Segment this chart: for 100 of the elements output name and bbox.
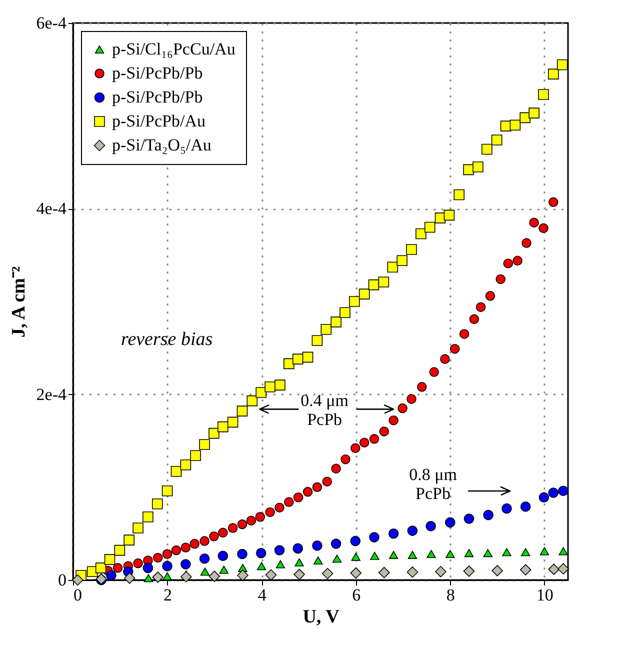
point	[548, 564, 560, 575]
point	[274, 545, 285, 556]
point	[132, 522, 144, 534]
point	[330, 538, 342, 549]
point	[483, 549, 492, 558]
point	[483, 510, 494, 520]
point	[492, 565, 503, 576]
y-tick-label: 0	[58, 570, 66, 590]
point	[180, 542, 191, 552]
point	[349, 296, 360, 307]
point	[200, 568, 210, 576]
point	[379, 426, 390, 436]
point	[199, 554, 210, 564]
point	[218, 421, 228, 432]
point	[246, 395, 258, 406]
point	[292, 354, 304, 364]
point	[396, 255, 408, 266]
point	[369, 532, 380, 542]
point	[293, 492, 304, 502]
point	[359, 438, 370, 448]
point	[218, 528, 228, 538]
point	[502, 503, 512, 514]
x-tick-label: 10	[536, 586, 554, 604]
point	[219, 566, 228, 574]
point	[408, 550, 418, 559]
x-tick-label: 0	[74, 586, 82, 604]
point	[407, 526, 418, 536]
point	[236, 406, 248, 416]
point	[440, 354, 450, 364]
point	[340, 307, 350, 318]
point	[256, 387, 266, 398]
point	[398, 403, 408, 414]
point	[469, 314, 480, 324]
point	[180, 571, 192, 582]
point	[406, 566, 418, 578]
point	[227, 416, 238, 428]
point	[350, 567, 362, 579]
point	[464, 549, 474, 558]
point	[485, 291, 496, 301]
point	[200, 536, 210, 546]
point	[358, 288, 370, 300]
point	[246, 516, 256, 526]
point	[388, 528, 399, 539]
legend-label: p-Si/PcPb/Au	[112, 112, 206, 130]
point	[302, 486, 313, 497]
point	[152, 572, 164, 583]
point	[330, 316, 342, 328]
point	[529, 218, 539, 228]
point	[435, 566, 446, 578]
point	[548, 68, 559, 80]
point	[370, 552, 380, 560]
point	[512, 256, 522, 266]
point	[556, 59, 568, 70]
point	[104, 554, 116, 565]
point	[459, 329, 470, 339]
point	[209, 532, 219, 542]
x-tick-label: 2	[164, 586, 172, 604]
point	[548, 197, 558, 208]
point	[416, 228, 426, 240]
point	[388, 415, 398, 426]
point	[548, 488, 559, 498]
point	[426, 521, 436, 532]
x-tick-label: 4	[258, 586, 267, 604]
point	[312, 540, 322, 551]
point	[152, 552, 163, 563]
point	[114, 544, 126, 556]
point	[237, 519, 248, 530]
point	[199, 439, 210, 450]
point	[322, 568, 334, 580]
point	[302, 352, 314, 363]
point	[294, 558, 304, 566]
point	[72, 574, 84, 586]
point	[406, 394, 416, 404]
legend-label: p-Si/PcPb/Pb	[112, 88, 203, 106]
point	[95, 562, 106, 574]
point	[322, 476, 332, 486]
point	[190, 538, 200, 549]
point	[284, 497, 294, 507]
point	[237, 570, 248, 581]
point	[538, 223, 548, 234]
point	[256, 548, 266, 558]
point	[540, 547, 550, 556]
point	[520, 564, 532, 576]
point	[426, 550, 436, 558]
point	[112, 563, 123, 573]
point	[350, 536, 361, 546]
point	[190, 450, 201, 462]
legend-label: p-Si/Cl₁₆PcCu/Au	[112, 40, 236, 58]
point	[491, 134, 502, 146]
point	[265, 569, 277, 581]
point	[208, 428, 220, 439]
point	[170, 466, 182, 477]
point	[162, 485, 173, 496]
point	[429, 367, 439, 377]
point	[496, 274, 506, 284]
point	[142, 562, 154, 574]
point	[133, 558, 143, 568]
point	[503, 258, 513, 268]
legend-label: p-Si/Ta₂O₅/Au	[112, 136, 212, 154]
point	[454, 189, 464, 200]
